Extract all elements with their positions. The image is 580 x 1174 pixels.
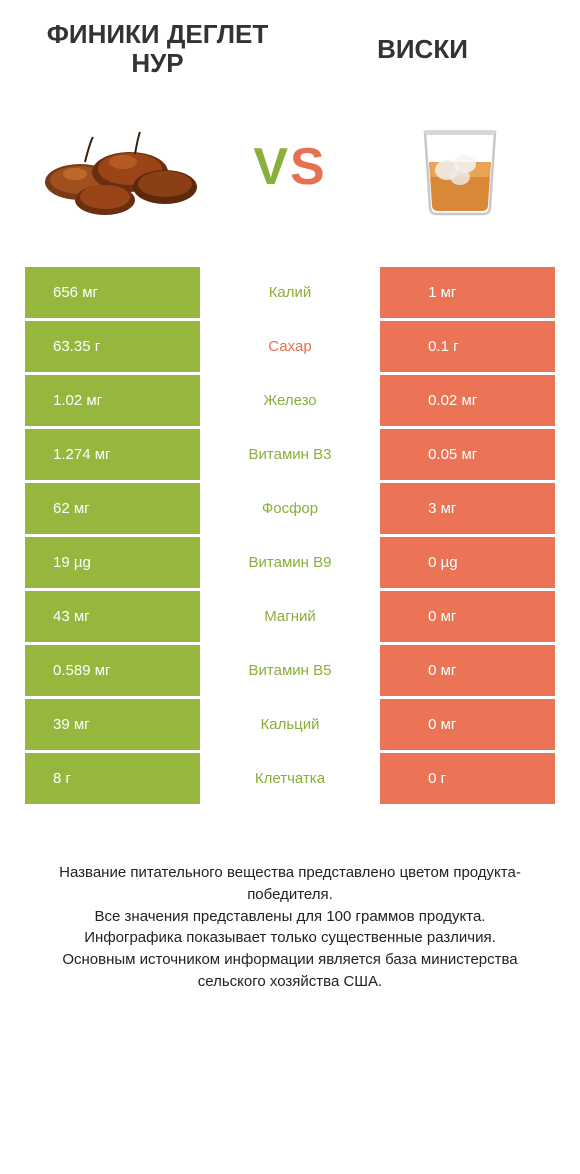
vs-label: VS (253, 137, 326, 197)
dates-icon (35, 112, 205, 222)
right-value-cell: 0 мг (380, 645, 555, 696)
table-row: 8 гКлетчатка0 г (25, 753, 555, 807)
left-product-title: ФИНИКИ ДЕГЛЕТ НУР (25, 20, 290, 77)
left-value-cell: 8 г (25, 753, 200, 804)
table-row: 1.02 мгЖелезо0.02 мг (25, 375, 555, 429)
comparison-table: 656 мгКалий1 мг63.35 гСахар0.1 г1.02 мгЖ… (25, 267, 555, 807)
nutrient-name-cell: Кальций (200, 699, 380, 750)
table-row: 62 мгФосфор3 мг (25, 483, 555, 537)
right-value-cell: 0.1 г (380, 321, 555, 372)
nutrient-name-cell: Железо (200, 375, 380, 426)
vs-v-letter: V (253, 138, 290, 196)
right-value-cell: 3 мг (380, 483, 555, 534)
left-value-cell: 39 мг (25, 699, 200, 750)
nutrient-name-cell: Витамин B9 (200, 537, 380, 588)
left-product-image (35, 107, 205, 227)
table-row: 0.589 мгВитамин B50 мг (25, 645, 555, 699)
vs-s-letter: S (290, 138, 327, 196)
nutrient-name-cell: Калий (200, 267, 380, 318)
left-value-cell: 0.589 мг (25, 645, 200, 696)
right-value-cell: 0 µg (380, 537, 555, 588)
right-value-cell: 0.05 мг (380, 429, 555, 480)
left-value-cell: 63.35 г (25, 321, 200, 372)
footer-line: Название питательного вещества представл… (30, 862, 550, 906)
nutrient-name-cell: Магний (200, 591, 380, 642)
table-row: 656 мгКалий1 мг (25, 267, 555, 321)
footer-line: Инфографика показывает только существенн… (30, 927, 550, 949)
table-row: 63.35 гСахар0.1 г (25, 321, 555, 375)
left-value-cell: 1.274 мг (25, 429, 200, 480)
right-value-cell: 1 мг (380, 267, 555, 318)
nutrient-name-cell: Клетчатка (200, 753, 380, 804)
images-row: VS (25, 107, 555, 227)
left-value-cell: 19 µg (25, 537, 200, 588)
right-product-image (375, 107, 545, 227)
left-value-cell: 62 мг (25, 483, 200, 534)
left-value-cell: 656 мг (25, 267, 200, 318)
right-value-cell: 0 мг (380, 699, 555, 750)
nutrient-name-cell: Фосфор (200, 483, 380, 534)
footer-notes: Название питательного вещества представл… (25, 862, 555, 993)
right-product-title: ВИСКИ (290, 20, 555, 64)
header: ФИНИКИ ДЕГЛЕТ НУР ВИСКИ (25, 20, 555, 77)
table-row: 39 мгКальций0 мг (25, 699, 555, 753)
table-row: 19 µgВитамин B90 µg (25, 537, 555, 591)
right-value-cell: 0 мг (380, 591, 555, 642)
table-row: 43 мгМагний0 мг (25, 591, 555, 645)
footer-line: Все значения представлены для 100 граммо… (30, 906, 550, 928)
nutrient-name-cell: Витамин B3 (200, 429, 380, 480)
left-value-cell: 1.02 мг (25, 375, 200, 426)
table-row: 1.274 мгВитамин B30.05 мг (25, 429, 555, 483)
footer-line: Основным источником информации является … (30, 949, 550, 993)
right-value-cell: 0.02 мг (380, 375, 555, 426)
whiskey-icon (405, 112, 515, 222)
nutrient-name-cell: Сахар (200, 321, 380, 372)
left-value-cell: 43 мг (25, 591, 200, 642)
nutrient-name-cell: Витамин B5 (200, 645, 380, 696)
right-value-cell: 0 г (380, 753, 555, 804)
